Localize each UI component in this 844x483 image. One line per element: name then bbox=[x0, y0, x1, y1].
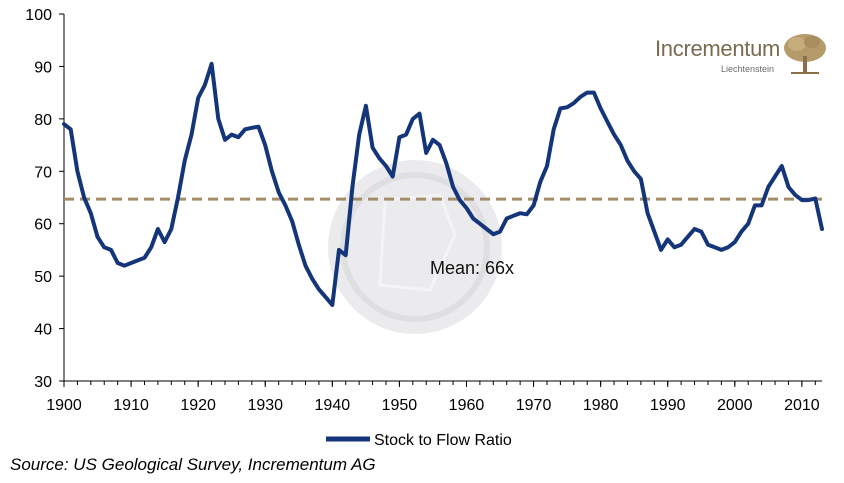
x-tick-label: 1990 bbox=[650, 397, 686, 414]
x-tick-label: 1980 bbox=[583, 397, 619, 414]
y-tick-label: 60 bbox=[34, 217, 52, 234]
incrementum-logo: Incrementum Liechtenstein bbox=[655, 34, 835, 86]
legend: Stock to Flow Ratio bbox=[326, 432, 512, 449]
series-line-stock-to-flow bbox=[62, 61, 824, 307]
y-tick-label: 70 bbox=[34, 164, 52, 181]
y-tick-label: 90 bbox=[34, 59, 52, 76]
x-tick-label: 1930 bbox=[247, 397, 283, 414]
x-tick-label: 1910 bbox=[113, 397, 149, 414]
logo-subtitle: Liechtenstein bbox=[721, 64, 775, 74]
x-tick-label: 2000 bbox=[717, 397, 753, 414]
legend-label: Stock to Flow Ratio bbox=[374, 432, 512, 449]
x-tick-label: 1950 bbox=[382, 397, 418, 414]
y-tick-label: 50 bbox=[34, 269, 52, 286]
source-note: Source: US Geological Survey, Incrementu… bbox=[10, 455, 376, 474]
x-tick-label: 2010 bbox=[784, 397, 820, 414]
y-tick-label: 100 bbox=[25, 7, 52, 24]
axes bbox=[63, 14, 822, 382]
x-tick-label: 1960 bbox=[449, 397, 485, 414]
x-tick-label: 1900 bbox=[46, 397, 82, 414]
y-tick-label: 80 bbox=[34, 112, 52, 129]
x-tick-label: 1940 bbox=[315, 397, 351, 414]
tree-icon bbox=[784, 34, 826, 74]
y-tick-label: 30 bbox=[34, 374, 52, 391]
series-group bbox=[62, 61, 824, 307]
mean-annotation: Mean: 66x bbox=[430, 258, 514, 278]
x-tick-label: 1970 bbox=[516, 397, 552, 414]
logo-name: Incrementum bbox=[655, 36, 781, 61]
x-tick-label: 1920 bbox=[180, 397, 216, 414]
axis-ticks: 30 40 50 60 70 80 90 100 1900 1910 1920 1930 1940 195… bbox=[25, 7, 819, 414]
y-tick-label: 40 bbox=[34, 322, 52, 339]
coin-watermark bbox=[328, 160, 502, 334]
